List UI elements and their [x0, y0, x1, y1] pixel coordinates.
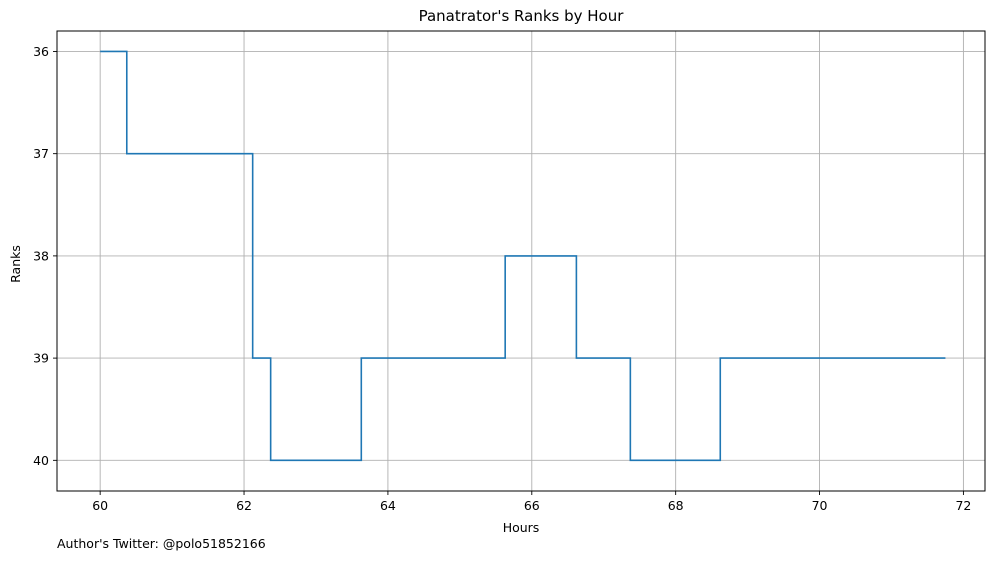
author-credit: Author's Twitter: @polo51852166: [57, 536, 266, 551]
x-tick-label: 64: [380, 498, 396, 513]
y-axis-ticks: 36 37 38 39 40: [33, 44, 57, 468]
x-tick-label: 68: [668, 498, 684, 513]
rank-step-line: [100, 50, 946, 462]
series-group: [100, 50, 946, 462]
x-tick-label: 60: [92, 498, 108, 513]
x-tick-label: 62: [236, 498, 252, 513]
x-tick-label: 66: [524, 498, 540, 513]
y-tick-label: 38: [33, 248, 49, 263]
y-axis-label: Ranks: [8, 245, 23, 283]
grid-lines: [57, 31, 985, 491]
plot-frame: [56, 30, 986, 492]
x-tick-label: 72: [955, 498, 971, 513]
x-axis-ticks: 60 62 64 66 68 70 72: [92, 491, 971, 513]
y-tick-label: 37: [33, 146, 49, 161]
x-axis-label: Hours: [503, 520, 540, 535]
x-tick-label: 70: [812, 498, 828, 513]
y-tick-label: 39: [33, 351, 49, 366]
chart-title: Panatrator's Ranks by Hour: [419, 7, 625, 25]
y-tick-label: 36: [33, 44, 49, 59]
y-tick-label: 40: [33, 453, 49, 468]
